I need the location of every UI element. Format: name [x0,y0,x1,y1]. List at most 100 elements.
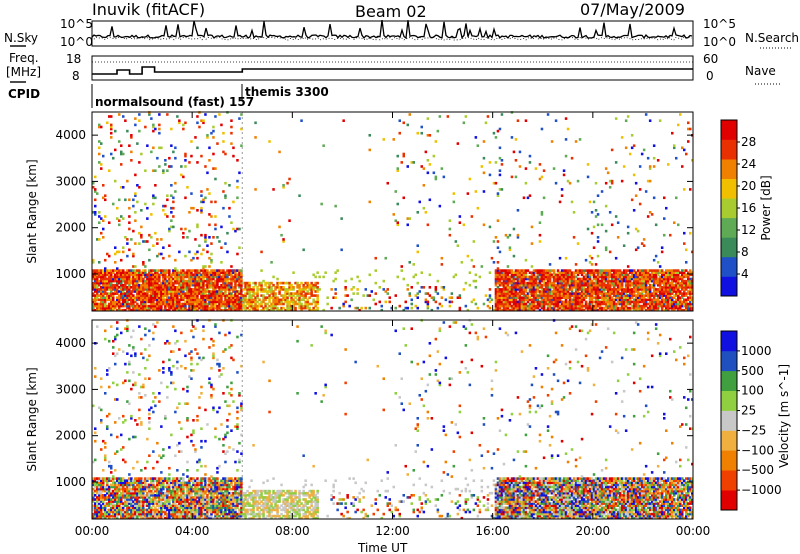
power-cell [108,115,111,118]
power-cell [232,300,235,304]
power-cell [166,288,169,291]
velocity-cell [126,508,129,512]
power-cell [516,306,520,310]
power-cell [230,269,233,272]
power-cell [634,288,638,291]
power-cell [204,233,207,237]
power-cell [594,292,598,295]
power-cell [640,273,644,277]
power-cell [614,283,618,287]
power-cell [218,296,221,299]
power-cell [496,240,500,243]
power-cell [604,279,608,283]
power-cell [548,292,552,295]
power-cell [606,304,610,308]
power-cell [677,269,680,272]
power-cell [142,304,145,308]
power-cell [100,279,103,283]
power-cell [618,273,622,277]
power-cell [102,292,105,295]
power-cell [162,300,165,304]
power-cell [382,138,385,141]
power-cell [252,292,255,295]
power-cell [580,300,584,304]
power-cell [162,283,165,287]
power-cell [186,302,189,306]
velocity-cell [130,512,133,516]
velocity-cell [132,500,135,503]
power-cell [644,292,648,295]
power-cell [168,227,171,231]
power-cell [604,304,608,308]
power-cell [582,298,586,302]
velocity-cell [126,514,129,518]
power-cell [436,129,440,133]
power-cell [212,167,215,170]
power-cell [522,196,526,200]
power-cell [130,238,133,241]
power-cell [498,283,502,287]
velocity-cell [128,496,131,499]
power-cell [182,283,185,287]
power-cell [506,279,510,283]
power-cell [210,279,213,283]
power-cell [580,271,584,274]
power-cell [500,159,504,162]
velocity-cell [130,354,133,358]
power-cell [230,302,233,306]
power-cell [574,308,578,312]
power-cell [544,300,548,304]
power-cell [186,273,189,277]
power-cell [178,306,181,310]
power-cell [566,179,570,183]
power-cell [108,288,111,291]
power-cell [534,304,538,308]
power-cell [502,294,506,297]
power-cell [172,292,175,295]
power-cell [232,308,235,312]
power-cell [246,286,249,289]
power-cell [624,298,628,302]
power-cell [186,281,189,285]
power-cell [540,302,544,306]
power-cell [150,281,153,285]
power-cell [208,279,211,283]
power-cell [530,273,534,277]
power-cell [240,283,243,287]
power-cell [634,308,638,312]
power-cell [550,296,554,299]
power-cell [208,296,211,299]
power-cell [681,275,684,279]
power-cell [184,294,187,297]
power-cell [576,281,580,285]
power-cell [642,279,646,283]
power-cell [96,277,99,281]
power-cell [671,298,674,302]
power-cell [618,277,622,281]
power-cell [116,275,119,279]
power-cell [478,275,482,279]
power-cell [138,129,141,133]
power-cell [194,286,197,289]
power-cell [104,267,107,270]
velocity-cell [134,477,137,480]
power-cell [108,296,111,299]
power-cell [186,288,189,291]
power-cell [128,302,131,306]
power-cell [548,296,552,299]
power-cell [602,292,606,295]
power-cell [178,308,181,312]
power-cell [574,300,578,304]
power-cell [104,290,107,293]
power-cell [288,308,291,312]
power-cell [228,286,231,289]
velocity-cell [130,506,133,510]
power-cell [254,304,257,308]
power-cell [642,304,646,308]
power-cell [568,298,572,302]
power-cell [226,269,229,272]
power-cell [652,279,656,283]
power-cell [182,292,185,295]
velocity-cell [94,514,97,518]
power-cell [240,300,243,304]
